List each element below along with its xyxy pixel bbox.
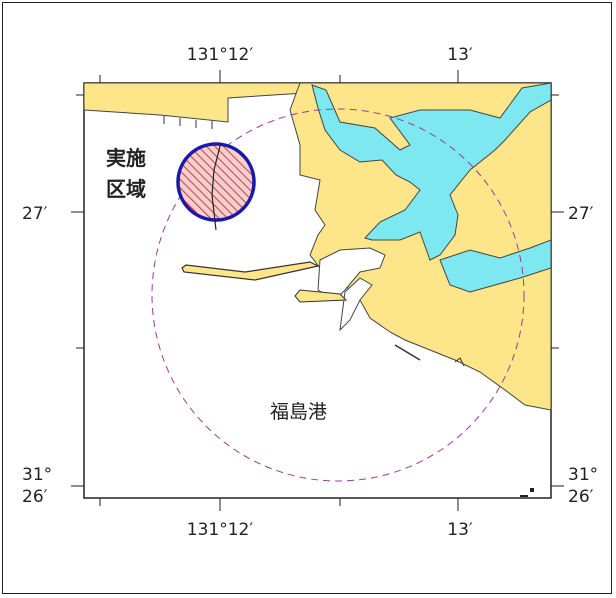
marker bbox=[530, 488, 534, 492]
lat-label-right-deg: 31° bbox=[568, 465, 598, 485]
left-ticks bbox=[71, 94, 84, 487]
top-ticks bbox=[99, 70, 459, 83]
marker bbox=[520, 495, 528, 497]
lat-label-left-min: 26′ bbox=[22, 487, 48, 507]
breakwater bbox=[181, 261, 320, 281]
lon-label-top-right: 13′ bbox=[447, 45, 473, 65]
right-ticks bbox=[551, 94, 564, 487]
survey-area-label-line2: 区域 bbox=[106, 177, 146, 201]
shore-mark-2 bbox=[454, 357, 465, 367]
range-circle bbox=[151, 108, 525, 482]
survey-area-line bbox=[211, 145, 221, 231]
pier bbox=[294, 289, 348, 303]
lat-label-left-deg: 31° bbox=[22, 465, 52, 485]
river-branch bbox=[439, 239, 551, 293]
harbor-jetty bbox=[339, 277, 373, 332]
lon-label-bottom-left: 131°12′ bbox=[187, 520, 254, 540]
port-name-label: 福島港 bbox=[270, 401, 327, 423]
lat-label-right-upper: 27′ bbox=[568, 204, 594, 224]
bottom-ticks bbox=[99, 498, 459, 511]
survey-area-circle bbox=[176, 142, 256, 222]
survey-area-label-line1: 実施 bbox=[106, 146, 146, 170]
lon-label-top-left: 131°12′ bbox=[187, 45, 254, 65]
lat-label-left-upper: 27′ bbox=[22, 204, 48, 224]
river-channel bbox=[311, 83, 551, 261]
lat-label-right-min: 26′ bbox=[568, 487, 594, 507]
shore-mark bbox=[394, 344, 421, 361]
coast-ticks bbox=[163, 116, 213, 129]
lon-label-bottom-right: 13′ bbox=[447, 520, 473, 540]
